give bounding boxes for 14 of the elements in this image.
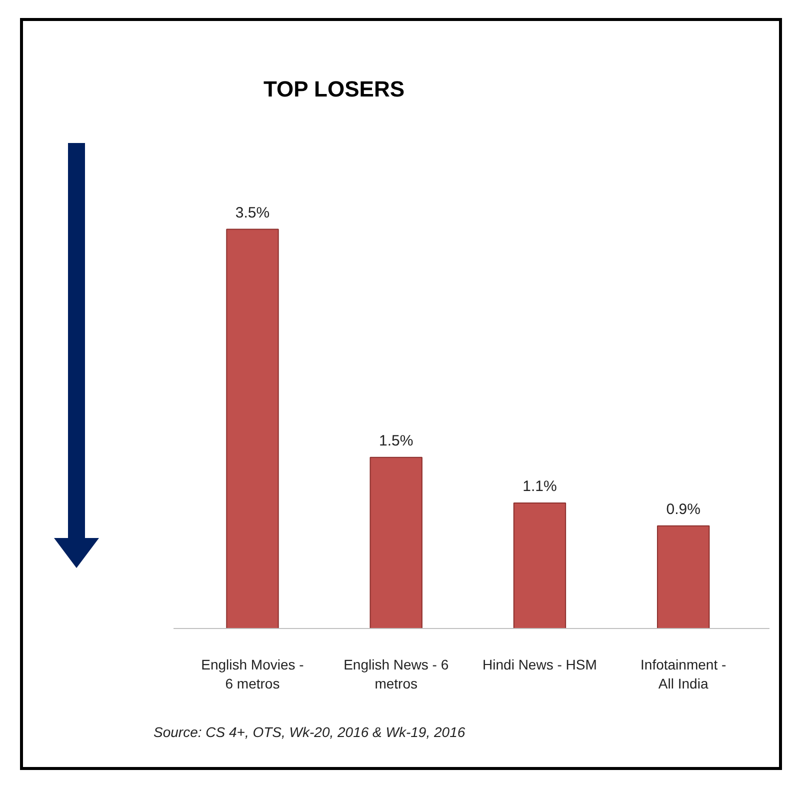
x-tick-label: English Movies - 6 metros: [201, 656, 304, 692]
bar: [656, 525, 710, 628]
data-label: 0.9%: [666, 500, 700, 518]
x-tick-label: English News - 6 metros: [344, 656, 449, 692]
source-note: Source: CS 4+, OTS, Wk-20, 2016 & Wk-19, 2016: [154, 724, 466, 740]
bar: [226, 228, 279, 628]
data-label: 1.5%: [379, 432, 414, 450]
x-tick-label: Hindi News - HSM: [482, 656, 597, 672]
x-tick-label: Infotainment - All India: [640, 656, 726, 692]
bar: [370, 456, 422, 628]
data-label: 3.5%: [235, 204, 270, 222]
bar: [513, 502, 566, 628]
data-label: 1.1%: [522, 478, 557, 496]
chart-title: TOP LOSERS: [264, 76, 405, 102]
